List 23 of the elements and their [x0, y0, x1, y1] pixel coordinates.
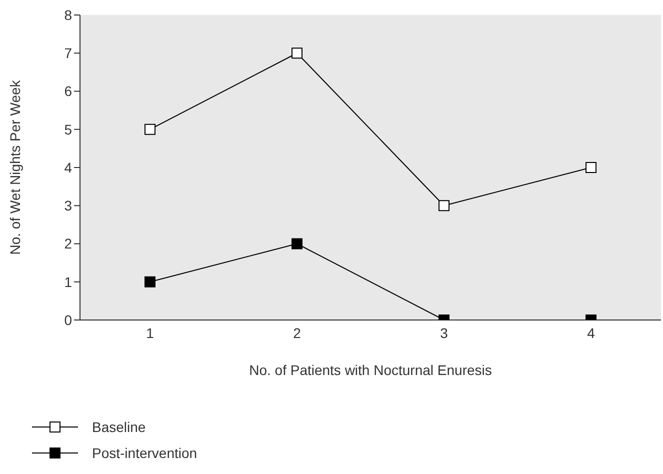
- y-axis-title: No. of Wet Nights Per Week: [6, 79, 23, 255]
- y-tick-label: 4: [64, 159, 72, 176]
- y-tick-label: 2: [64, 236, 72, 252]
- x-tick-label: 1: [146, 324, 154, 341]
- y-tick-label: 0: [64, 312, 72, 328]
- x-tick-label: 3: [440, 324, 448, 341]
- point: [586, 162, 596, 173]
- legend-label: Baseline: [92, 419, 146, 435]
- y-tick-label: 1: [64, 274, 72, 290]
- x-axis-title: No. of Patients with Nocturnal Enuresis: [249, 362, 492, 378]
- y-tick-label: 8: [64, 6, 72, 23]
- y-tick-label: 6: [64, 83, 72, 100]
- y-tick-label: 3: [64, 198, 72, 214]
- point: [438, 200, 450, 212]
- legend-label: Post-intervention: [92, 445, 198, 461]
- x-tick-label: 2: [293, 324, 302, 341]
- y-tick-label: 7: [64, 45, 72, 62]
- y-tick-label: 5: [64, 121, 72, 138]
- point: [292, 238, 302, 250]
- point: [144, 124, 156, 135]
- x-tick-label: 4: [587, 324, 596, 341]
- point: [292, 48, 302, 59]
- point: [144, 276, 156, 288]
